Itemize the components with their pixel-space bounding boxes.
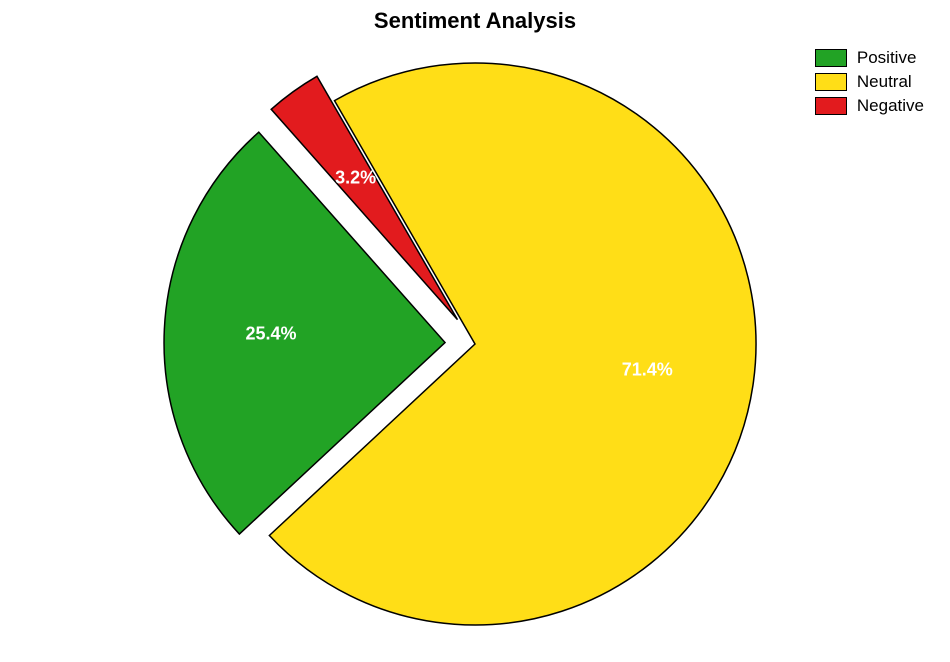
legend-item-positive: Positive [815, 48, 924, 68]
legend-swatch-neutral [815, 73, 847, 91]
legend-swatch-positive [815, 49, 847, 67]
pie-svg [0, 0, 950, 662]
legend: Positive Neutral Negative [815, 48, 924, 120]
legend-label-positive: Positive [857, 48, 917, 68]
slice-label-positive: 25.4% [245, 324, 296, 345]
legend-swatch-negative [815, 97, 847, 115]
slice-label-negative: 3.2% [335, 168, 376, 189]
slice-label-neutral: 71.4% [622, 359, 673, 380]
legend-label-negative: Negative [857, 96, 924, 116]
sentiment-pie-chart: Sentiment Analysis Positive Neutral Nega… [0, 0, 950, 662]
legend-item-neutral: Neutral [815, 72, 924, 92]
legend-label-neutral: Neutral [857, 72, 912, 92]
legend-item-negative: Negative [815, 96, 924, 116]
